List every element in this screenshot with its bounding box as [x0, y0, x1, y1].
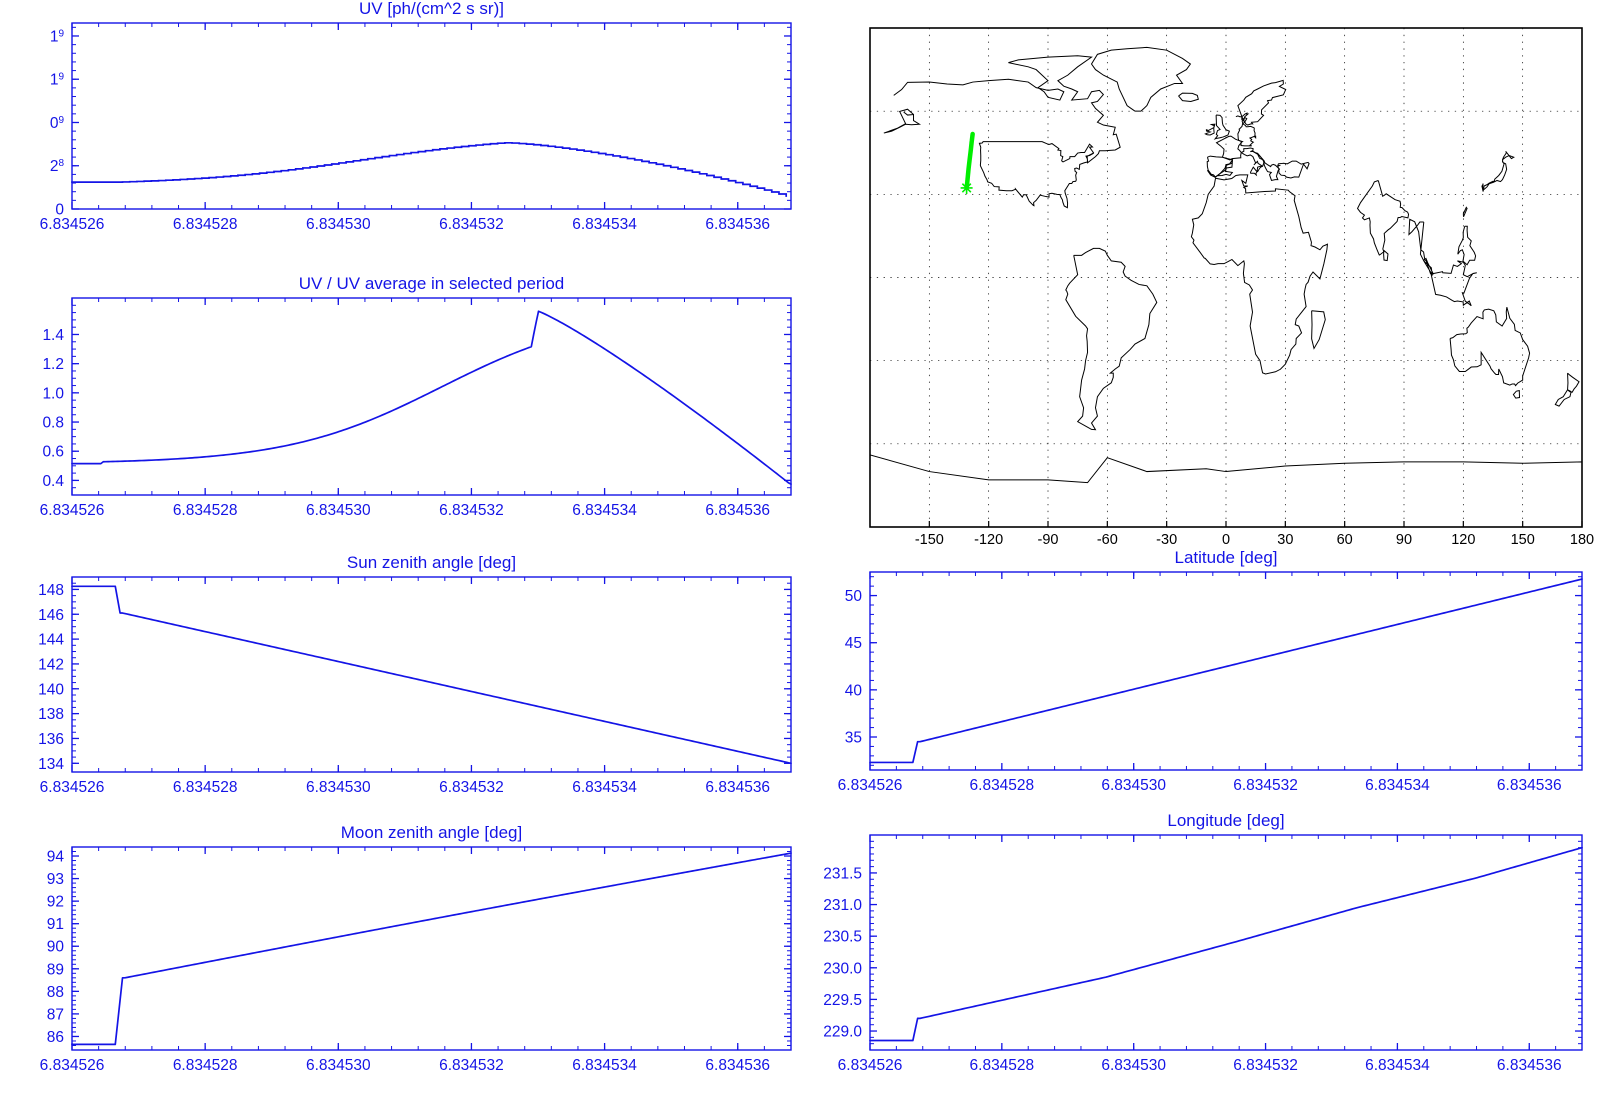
svg-text:87: 87: [47, 1006, 64, 1023]
svg-text:6.834532: 6.834532: [439, 779, 504, 796]
svg-text:6.834528: 6.834528: [173, 1057, 238, 1074]
svg-text:40: 40: [845, 682, 863, 699]
svg-text:6.834528: 6.834528: [173, 216, 238, 233]
svg-text:6.834534: 6.834534: [572, 216, 637, 233]
svg-text:6.834536: 6.834536: [1497, 1057, 1562, 1074]
svg-text:30: 30: [1277, 532, 1293, 548]
svg-text:6.834530: 6.834530: [306, 502, 371, 519]
svg-text:148: 148: [38, 582, 64, 599]
svg-text:UV / UV average in selected pe: UV / UV average in selected period: [299, 274, 565, 293]
svg-text:-90: -90: [1038, 532, 1059, 548]
svg-text:19: 19: [50, 72, 65, 89]
svg-text:6.834528: 6.834528: [970, 777, 1035, 794]
svg-text:Moon zenith angle [deg]: Moon zenith angle [deg]: [341, 823, 522, 842]
svg-text:0.4: 0.4: [42, 473, 64, 490]
svg-text:-60: -60: [1097, 532, 1118, 548]
svg-text:6.834534: 6.834534: [1365, 777, 1430, 794]
svg-text:-30: -30: [1156, 532, 1177, 548]
svg-text:50: 50: [845, 588, 863, 605]
svg-text:6.834532: 6.834532: [439, 216, 504, 233]
svg-text:0: 0: [1222, 532, 1230, 548]
svg-text:6.834528: 6.834528: [173, 502, 238, 519]
svg-text:6.834530: 6.834530: [1101, 777, 1166, 794]
svg-text:-150: -150: [915, 532, 944, 548]
svg-text:136: 136: [38, 731, 64, 748]
svg-text:6.834536: 6.834536: [1497, 777, 1562, 794]
svg-text:6.834526: 6.834526: [838, 1057, 903, 1074]
svg-text:86: 86: [47, 1029, 64, 1046]
svg-text:230.5: 230.5: [823, 929, 862, 946]
svg-text:35: 35: [845, 730, 862, 747]
svg-text:90: 90: [1396, 532, 1412, 548]
svg-text:6.834532: 6.834532: [1233, 1057, 1298, 1074]
svg-text:28: 28: [50, 158, 65, 175]
svg-text:90: 90: [47, 939, 65, 956]
svg-text:6.834534: 6.834534: [572, 502, 637, 519]
svg-text:120: 120: [1451, 532, 1475, 548]
svg-text:6.834530: 6.834530: [306, 779, 371, 796]
svg-text:6.834530: 6.834530: [306, 1057, 371, 1074]
svg-text:0: 0: [55, 202, 64, 219]
svg-text:150: 150: [1511, 532, 1535, 548]
svg-text:89: 89: [47, 961, 64, 978]
svg-text:0.6: 0.6: [42, 444, 64, 461]
svg-text:134: 134: [38, 756, 64, 773]
svg-text:229.5: 229.5: [823, 992, 862, 1009]
svg-text:6.834526: 6.834526: [40, 1057, 105, 1074]
svg-text:6.834526: 6.834526: [40, 779, 105, 796]
svg-text:6.834534: 6.834534: [572, 779, 637, 796]
svg-text:231.5: 231.5: [823, 865, 862, 882]
svg-text:19: 19: [50, 28, 65, 45]
svg-text:6.834530: 6.834530: [306, 216, 371, 233]
svg-text:92: 92: [47, 894, 64, 911]
svg-text:142: 142: [38, 656, 64, 673]
svg-text:60: 60: [1337, 532, 1353, 548]
svg-text:6.834528: 6.834528: [970, 1057, 1035, 1074]
svg-text:6.834526: 6.834526: [40, 502, 105, 519]
svg-text:146: 146: [38, 607, 64, 624]
svg-text:138: 138: [38, 706, 64, 723]
svg-text:Longitude [deg]: Longitude [deg]: [1167, 811, 1284, 830]
svg-text:144: 144: [38, 632, 64, 649]
svg-text:Sun zenith angle [deg]: Sun zenith angle [deg]: [347, 553, 516, 572]
svg-text:6.834534: 6.834534: [572, 1057, 637, 1074]
svg-text:6.834528: 6.834528: [173, 779, 238, 796]
svg-text:94: 94: [47, 849, 65, 866]
svg-text:45: 45: [845, 635, 862, 652]
svg-text:6.834534: 6.834534: [1365, 1057, 1430, 1074]
svg-text:91: 91: [47, 916, 64, 933]
svg-text:1.4: 1.4: [42, 327, 64, 344]
svg-text:229.0: 229.0: [823, 1024, 862, 1041]
svg-text:231.0: 231.0: [823, 897, 862, 914]
svg-text:1.0: 1.0: [42, 385, 64, 402]
svg-text:180: 180: [1570, 532, 1594, 548]
svg-text:6.834536: 6.834536: [705, 1057, 770, 1074]
svg-text:88: 88: [47, 984, 64, 1001]
svg-text:230.0: 230.0: [823, 960, 862, 977]
svg-text:-120: -120: [974, 532, 1003, 548]
svg-text:6.834530: 6.834530: [1101, 1057, 1166, 1074]
svg-text:6.834532: 6.834532: [439, 502, 504, 519]
svg-text:0.8: 0.8: [42, 415, 64, 432]
svg-text:93: 93: [47, 871, 64, 888]
svg-text:6.834536: 6.834536: [705, 502, 770, 519]
svg-text:6.834526: 6.834526: [40, 216, 105, 233]
svg-text:6.834536: 6.834536: [705, 216, 770, 233]
svg-text:1.2: 1.2: [42, 356, 64, 373]
svg-text:Latitude [deg]: Latitude [deg]: [1174, 548, 1277, 567]
svg-text:6.834526: 6.834526: [838, 777, 903, 794]
svg-text:09: 09: [50, 115, 65, 132]
svg-text:UV [ph/(cm^2 s sr)]: UV [ph/(cm^2 s sr)]: [359, 0, 504, 18]
svg-text:6.834536: 6.834536: [705, 779, 770, 796]
svg-text:6.834532: 6.834532: [439, 1057, 504, 1074]
svg-text:140: 140: [38, 681, 64, 698]
svg-text:6.834532: 6.834532: [1233, 777, 1298, 794]
